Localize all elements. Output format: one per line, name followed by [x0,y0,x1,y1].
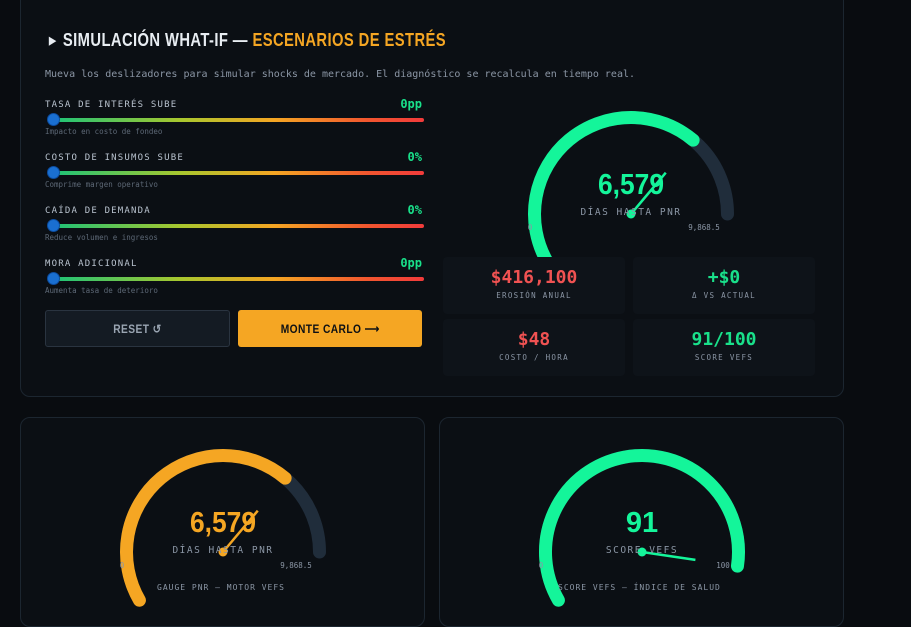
slider-label: CAÍDA DE DEMANDA [45,206,151,216]
metric-label: COSTO / HORA [499,353,569,362]
metric-value: 91/100 [691,329,757,350]
slider-track[interactable] [49,277,424,281]
metric-label: Δ VS ACTUAL [692,291,756,300]
gauge-needle-hub [218,547,228,557]
monte-carlo-button-label: MONTE CARLO ⟶ [280,321,380,336]
play-icon: ▶ [49,35,57,47]
metric-score-vefs: 91/100 SCORE VEFS [633,319,815,376]
slider-value: 0% [407,150,422,164]
gauge-min-label: 0 [528,223,533,232]
slider-track[interactable] [49,118,424,122]
slider-demand-drop[interactable]: CAÍDA DE DEMANDA 0% Reduce volumen e ing… [45,203,424,256]
slider-thumb[interactable] [47,113,60,126]
gauge-fill [528,111,700,269]
gauge-min-label: 0 [120,561,125,570]
slider-hint: Reduce volumen e ingresos [45,233,158,242]
reset-button-label: RESET ↺ [113,321,162,336]
slider-value: 0% [407,203,422,217]
gauge-caption: SCORE VEFS [606,545,678,556]
slider-hint: Impacto en costo de fondeo [45,127,163,136]
gauge-needle-hub [637,547,647,557]
gauge-needle-hub [626,209,636,219]
gauge-max-label: 100 [716,561,730,570]
slider-input-costs[interactable]: COSTO DE INSUMOS SUBE 0% Comprime margen… [45,150,424,203]
gauge-max-label: 9,868.5 [280,561,312,570]
gauge-fill [120,449,292,607]
gauge-needle [641,550,696,562]
slider-label: MORA ADICIONAL [45,259,138,269]
slider-value: 0pp [400,97,422,111]
gauge-fill [539,449,745,607]
slider-label: COSTO DE INSUMOS SUBE [45,153,184,163]
gauge-needle [630,171,667,215]
title-prefix: SIMULACIÓN WHAT-IF — [62,30,248,50]
metric-annual-erosion: $416,100 EROSIÓN ANUAL [443,257,625,314]
slider-thumb[interactable] [47,219,60,232]
gauge-value: 6,579 [190,507,256,539]
gauge-needle [222,509,259,553]
gauge-value: 6,579 [598,169,664,201]
gauge-max-label: 9,868.5 [688,223,720,232]
slider-value: 0pp [400,256,422,270]
slider-thumb[interactable] [47,272,60,285]
gauge-caption: DÍAS HASTA PNR [172,544,273,556]
slider-track[interactable] [49,171,424,175]
gauge-caption: DÍAS HASTA PNR [580,206,681,218]
slider-additional-default[interactable]: MORA ADICIONAL 0pp Aumenta tasa de deter… [45,256,424,309]
score-gauge: 91 SCORE VEFS 0 100 [539,449,745,607]
pnr-gauge: 6,579 DÍAS HASTA PNR 0 9,868.5 [120,449,326,607]
metric-label: SCORE VEFS [694,353,754,362]
section-subtitle: Mueva los deslizadores para simular shoc… [45,69,636,80]
slider-label: TASA DE INTERÉS SUBE [45,100,178,110]
pnr-main-gauge: 6,579 DÍAS HASTA PNR 0 9,868.5 [528,111,734,269]
metric-delta-vs-current: +$0 Δ VS ACTUAL [633,257,815,314]
slider-hint: Comprime margen operativo [45,180,158,189]
metric-value: $48 [517,329,551,350]
gauge-value: 91 [626,507,658,539]
slider-interest-rate[interactable]: TASA DE INTERÉS SUBE 0pp Impacto en cost… [45,97,424,150]
slider-track[interactable] [49,224,424,228]
monte-carlo-button[interactable]: MONTE CARLO ⟶ [238,310,422,347]
slider-hint: Aumenta tasa de deterioro [45,286,158,295]
metric-value: $416,100 [490,267,578,288]
section-title: ▶ SIMULACIÓN WHAT-IF — ESCENARIOS DE ESTR… [49,30,446,51]
title-accent: ESCENARIOS DE ESTRÉS [252,30,447,50]
score-gauge-footer: SCORE VEFS — ÍNDICE DE SALUD [558,583,721,592]
metric-cost-per-hour: $48 COSTO / HORA [443,319,625,376]
gauge-min-label: 0 [539,561,544,570]
slider-thumb[interactable] [47,166,60,179]
pnr-gauge-footer: GAUGE PNR — MOTOR VEFS [157,583,285,592]
metric-value: +$0 [707,267,741,288]
reset-button[interactable]: RESET ↺ [45,310,230,347]
metric-label: EROSIÓN ANUAL [496,291,572,300]
